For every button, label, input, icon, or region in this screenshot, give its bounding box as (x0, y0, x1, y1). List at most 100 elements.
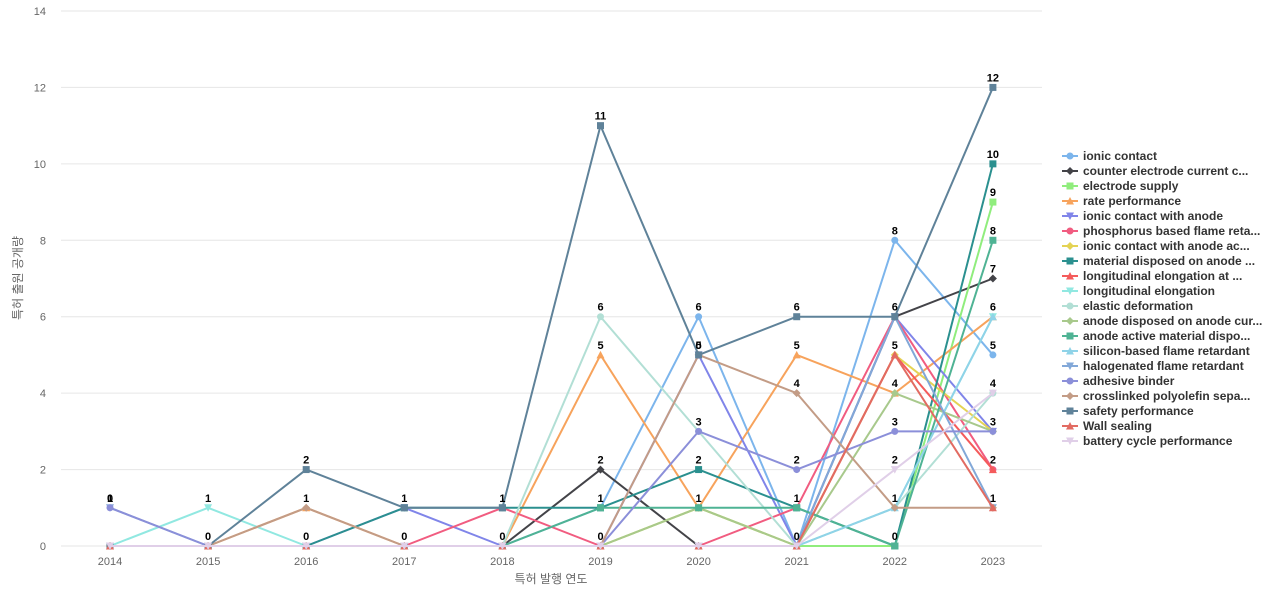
legend-marker (1066, 287, 1074, 295)
data-point[interactable] (597, 122, 604, 130)
legend-label: silicon-based flame retardant (1083, 344, 1250, 358)
data-label: 5 (794, 340, 800, 352)
legend-label: electrode supply (1083, 179, 1179, 193)
legend-item[interactable]: electrode supply (1062, 179, 1179, 193)
data-point[interactable] (695, 351, 703, 359)
data-label: 1 (990, 493, 996, 505)
data-point[interactable] (302, 466, 310, 474)
legend-item[interactable]: crosslinked polyolefin sepa... (1062, 389, 1250, 403)
data-label: 1 (401, 493, 407, 505)
data-point[interactable] (204, 504, 213, 512)
data-label: 2 (794, 455, 800, 467)
data-point[interactable] (204, 542, 213, 551)
data-point[interactable] (988, 389, 997, 398)
data-point[interactable] (596, 350, 605, 359)
data-point[interactable] (695, 466, 703, 474)
data-label: 1 (892, 493, 898, 505)
data-point[interactable] (989, 198, 997, 206)
data-point[interactable] (597, 504, 604, 512)
data-point[interactable] (890, 389, 899, 398)
legend-marker (1066, 227, 1074, 235)
legend-label: ionic contact with anode (1083, 209, 1223, 223)
data-point[interactable] (989, 236, 997, 244)
legend-label: rate performance (1083, 194, 1181, 208)
data-point[interactable] (891, 313, 899, 321)
data-point[interactable] (989, 160, 997, 168)
legend-item[interactable]: adhesive binder (1062, 374, 1175, 388)
legend-item[interactable]: anode active material dispo... (1062, 329, 1250, 343)
legend-item[interactable]: material disposed on anode ... (1062, 254, 1255, 268)
data-label: 1 (303, 493, 309, 505)
data-point[interactable] (793, 466, 801, 474)
data-point[interactable] (989, 83, 997, 91)
data-point[interactable] (596, 465, 605, 474)
legend-item[interactable]: ionic contact with anode ac... (1062, 239, 1250, 253)
gridlines (61, 10, 1042, 547)
data-point[interactable] (694, 542, 703, 551)
data-point[interactable] (988, 503, 997, 512)
data-point[interactable] (498, 542, 507, 551)
data-point[interactable] (597, 313, 604, 321)
y-tick-label: 8 (40, 235, 46, 247)
data-label: 10 (987, 149, 999, 161)
data-point[interactable] (106, 542, 114, 551)
data-point[interactable] (302, 542, 311, 551)
legend-label: longitudinal elongation (1083, 284, 1215, 298)
data-point[interactable] (695, 504, 703, 512)
data-point[interactable] (793, 313, 801, 321)
data-point[interactable] (890, 466, 899, 474)
data-point[interactable] (890, 350, 899, 359)
legend-item[interactable]: anode disposed on anode cur... (1062, 314, 1262, 328)
data-point[interactable] (400, 542, 409, 551)
data-point[interactable] (988, 312, 997, 321)
data-point[interactable] (793, 504, 801, 512)
legend-marker (1066, 212, 1074, 220)
legend-item[interactable]: silicon-based flame retardant (1062, 344, 1250, 358)
data-labels: 10 10210101011652106532106542108654321012… (107, 72, 999, 543)
legend-item[interactable]: halogenated flame retardant (1062, 359, 1244, 373)
legend-item[interactable]: longitudinal elongation (1062, 284, 1215, 298)
data-point[interactable] (891, 542, 899, 550)
data-label: 3 (990, 416, 996, 428)
data-point[interactable] (891, 427, 899, 435)
data-label: 11 (595, 111, 607, 123)
data-label: 1 (107, 493, 113, 505)
data-point[interactable] (891, 236, 899, 244)
data-point[interactable] (302, 503, 311, 512)
data-point[interactable] (988, 465, 997, 474)
data-point[interactable] (106, 504, 114, 512)
legend-marker (1066, 332, 1074, 340)
data-point[interactable] (792, 389, 801, 398)
legend-item[interactable]: longitudinal elongation at ... (1062, 269, 1242, 283)
data-point[interactable] (792, 350, 801, 359)
data-point[interactable] (498, 504, 506, 512)
legend-item[interactable]: Wall sealing (1062, 419, 1152, 433)
data-label: 12 (987, 72, 999, 84)
data-point[interactable] (695, 313, 703, 321)
legend-item[interactable]: counter electrode current c... (1062, 164, 1248, 178)
legend-item[interactable]: rate performance (1062, 194, 1181, 208)
legend-item[interactable]: ionic contact (1062, 149, 1157, 163)
legend-label: anode disposed on anode cur... (1083, 314, 1262, 328)
series-layer (106, 83, 997, 551)
data-point[interactable] (695, 427, 703, 435)
data-point[interactable] (989, 427, 997, 435)
data-point[interactable] (988, 274, 997, 283)
data-label: 9 (990, 187, 996, 199)
data-point[interactable] (596, 542, 605, 551)
legend-item[interactable]: phosphorus based flame reta... (1062, 224, 1260, 238)
data-label: 0 (303, 531, 309, 543)
legend-item[interactable]: battery cycle performance (1062, 434, 1233, 448)
data-point[interactable] (792, 542, 801, 551)
legend-item[interactable]: elastic deformation (1062, 299, 1193, 313)
series (106, 389, 997, 551)
legend-item[interactable]: ionic contact with anode (1062, 209, 1223, 223)
y-axis-title: 특허 출원 공개량 (11, 236, 25, 320)
series-line (110, 163, 994, 547)
data-point[interactable] (890, 503, 899, 512)
data-point[interactable] (989, 351, 997, 359)
data-point[interactable] (400, 504, 408, 512)
legend-item[interactable]: safety performance (1062, 404, 1194, 418)
legend-marker (1066, 317, 1074, 325)
